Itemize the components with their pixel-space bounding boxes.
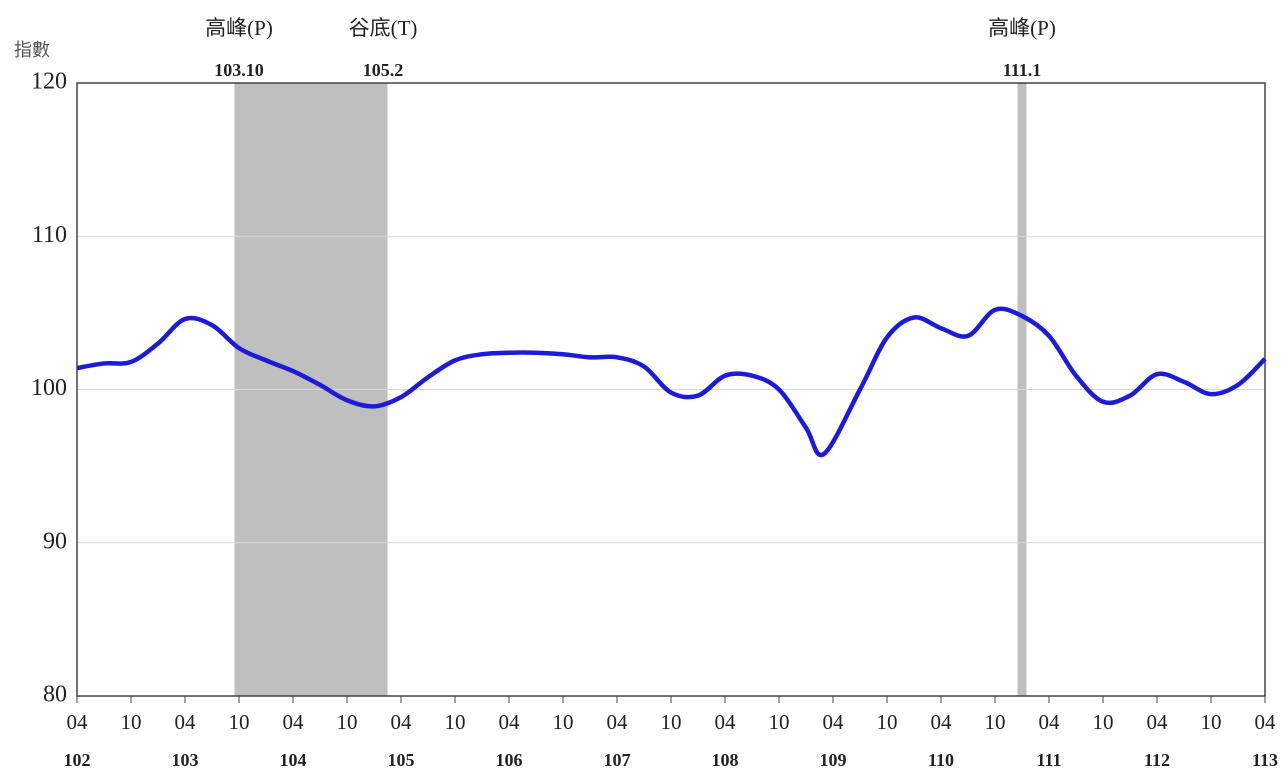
x-tick-label: 10 xyxy=(661,710,682,734)
x-tick-label: 10 xyxy=(445,710,466,734)
year-label: 109 xyxy=(820,750,847,770)
y-axis-label: 指數 xyxy=(14,40,50,60)
x-tick-label: 04 xyxy=(283,710,305,734)
year-label: 110 xyxy=(928,750,954,770)
year-label: 106 xyxy=(496,750,523,770)
year-label: 103 xyxy=(172,750,199,770)
year-label: 111 xyxy=(1036,750,1061,770)
x-tick-label: 04 xyxy=(499,710,521,734)
y-tick-label: 80 xyxy=(43,682,67,708)
y-tick-label: 90 xyxy=(43,528,67,554)
x-tick-label: 10 xyxy=(985,710,1006,734)
x-tick-label: 04 xyxy=(67,710,89,734)
x-tick-label: 04 xyxy=(1039,710,1061,734)
x-tick-label: 10 xyxy=(769,710,790,734)
year-label: 104 xyxy=(280,750,307,770)
y-tick-label: 100 xyxy=(31,375,67,401)
line-series xyxy=(76,306,1267,458)
x-tick-label: 04 xyxy=(1255,710,1277,734)
x-tick-label: 10 xyxy=(553,710,574,734)
annotation: 高峰(P) xyxy=(988,16,1056,40)
year-label: 105 xyxy=(388,750,415,770)
annotation-date: 103.10 xyxy=(214,60,264,80)
x-tick-label: 04 xyxy=(715,710,737,734)
annotation-date: 111.1 xyxy=(1003,60,1042,80)
year-label: 102 xyxy=(64,750,91,770)
annotation-date: 105.2 xyxy=(363,60,404,80)
annotation: 高峰(P) xyxy=(205,16,273,40)
x-tick-label: 04 xyxy=(823,710,845,734)
year-label: 108 xyxy=(712,750,739,770)
x-tick-label: 04 xyxy=(175,710,197,734)
x-tick-label: 10 xyxy=(121,710,142,734)
year-label: 112 xyxy=(1144,750,1170,770)
x-tick-label: 04 xyxy=(931,710,953,734)
year-label: 113 xyxy=(1252,750,1278,770)
x-tick-label: 04 xyxy=(391,710,413,734)
y-tick-label: 120 xyxy=(31,69,67,95)
x-tick-label: 10 xyxy=(1093,710,1114,734)
x-tick-label: 04 xyxy=(607,710,629,734)
x-tick-label: 10 xyxy=(877,710,898,734)
x-tick-label: 10 xyxy=(229,710,250,734)
x-tick-label: 10 xyxy=(1201,710,1222,734)
year-label: 107 xyxy=(604,750,631,770)
y-tick-label: 110 xyxy=(32,222,67,248)
x-tick-label: 10 xyxy=(337,710,358,734)
x-tick-label: 04 xyxy=(1147,710,1169,734)
annotation: 谷底(T) xyxy=(349,16,418,40)
